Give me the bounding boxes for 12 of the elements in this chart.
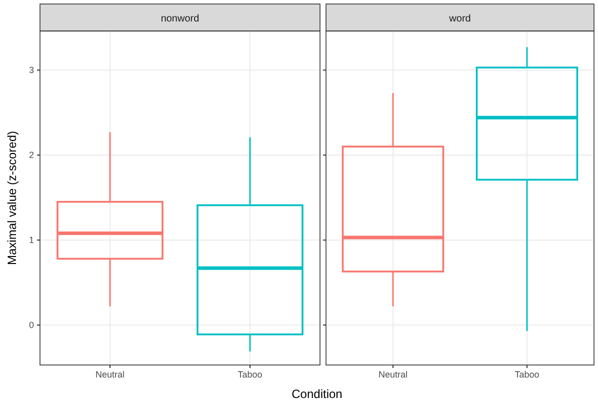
x-tick-label: Neutral — [95, 369, 125, 380]
x-axis-title: Condition — [292, 387, 342, 401]
y-tick-label: 3 — [28, 64, 34, 75]
y-tick-label: 0 — [28, 320, 34, 330]
x-tick-label: Taboo — [514, 369, 540, 380]
y-tick-label: 1 — [28, 234, 34, 245]
y-axis-title: Maximal value (z-scored) — [5, 130, 19, 266]
y-tick-label: 2 — [28, 150, 34, 160]
x-tick-label: Taboo — [238, 369, 262, 380]
x-tick-label: Neutral — [378, 369, 408, 380]
chart-title: nonword — [160, 14, 200, 24]
chart-title: word — [448, 14, 471, 24]
